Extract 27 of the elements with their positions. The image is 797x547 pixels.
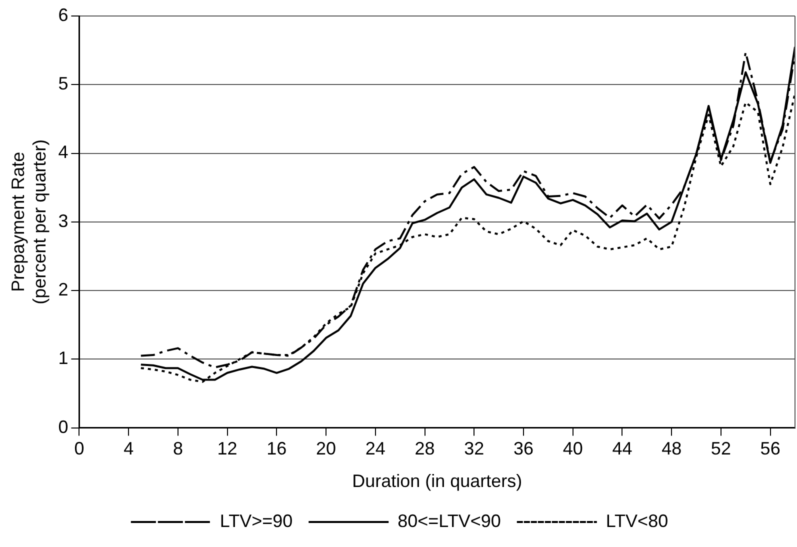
x-tick-label: 0	[74, 438, 84, 459]
y-tick-label: 6	[58, 4, 68, 25]
y-tick-label: 3	[58, 210, 68, 231]
x-tick-label: 16	[266, 438, 287, 459]
y-tick-label: 5	[58, 74, 68, 94]
x-tick-label: 8	[172, 438, 183, 459]
y-axis-title: Prepayment Rate (percent per quarter)	[8, 139, 50, 304]
x-tick-label: 48	[662, 438, 682, 459]
x-tick-label: 52	[710, 438, 731, 459]
x-tick-label: 4	[124, 438, 134, 459]
x-tick-label: 12	[217, 438, 238, 459]
y-tick-label: 4	[58, 142, 68, 162]
x-tick-label: 28	[414, 438, 435, 459]
x-tick-label: 24	[365, 438, 386, 459]
legend-label: LTV<80	[606, 510, 668, 531]
x-tick-label: 56	[760, 438, 780, 459]
legend-label: LTV>=90	[220, 510, 293, 531]
legend-label: 80<=LTV<90	[398, 510, 501, 531]
x-axis-title: Duration (in quarters)	[352, 471, 522, 492]
x-tick-label: 20	[316, 438, 336, 459]
y-tick-label: 0	[58, 416, 68, 437]
x-tick-label: 32	[464, 438, 484, 459]
x-tick-label: 36	[513, 438, 534, 459]
x-tick-label: 44	[612, 438, 632, 459]
x-tick-label: 40	[562, 438, 583, 459]
y-tick-label: 2	[58, 280, 68, 300]
y-tick-label: 1	[58, 348, 68, 368]
